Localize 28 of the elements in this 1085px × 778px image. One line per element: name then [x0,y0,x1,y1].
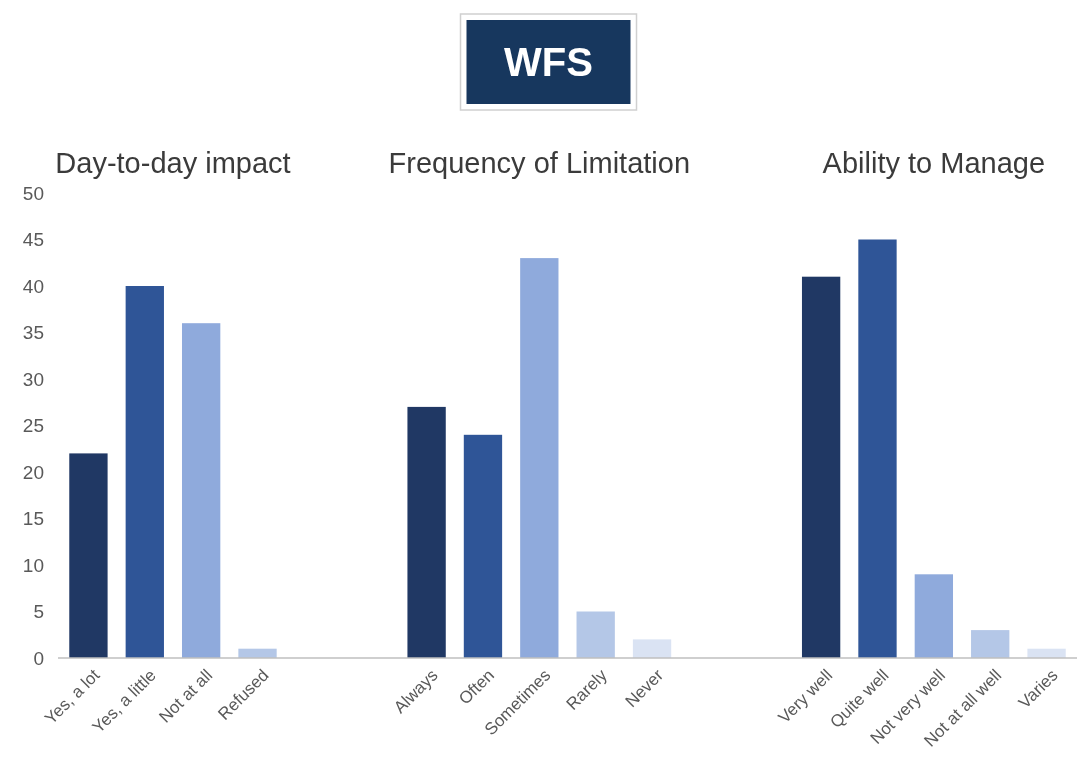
bar [914,574,954,658]
text: Frequency of Limitation [388,147,691,179]
y-tick-label: 5 [33,601,44,623]
y-tick-label: 10 [22,554,44,576]
bar [520,258,559,658]
bar [181,323,221,658]
y-tick-label: 0 [33,647,44,669]
y-tick-label: 35 [22,322,44,344]
text: Day-to-day impact [55,147,291,179]
y-tick-label: 15 [22,508,44,530]
y-tick-label: 25 [22,415,44,437]
text: Ability to Manage [822,147,1046,179]
y-tick-label: 50 [22,182,44,204]
y-tick-label: 20 [22,461,44,483]
bar [463,434,503,658]
bar [632,639,672,658]
bar [971,630,1010,658]
bar [801,276,841,658]
bar [576,611,615,658]
y-tick-label: 40 [22,275,44,297]
bar [858,239,897,658]
bar [69,453,108,658]
bar [407,406,446,658]
bar [125,286,164,658]
chart-title: WFS [504,40,593,84]
y-tick-label: 30 [22,368,44,390]
y-tick-label: 45 [22,229,44,251]
x-tick-label: Not at all [155,665,217,727]
